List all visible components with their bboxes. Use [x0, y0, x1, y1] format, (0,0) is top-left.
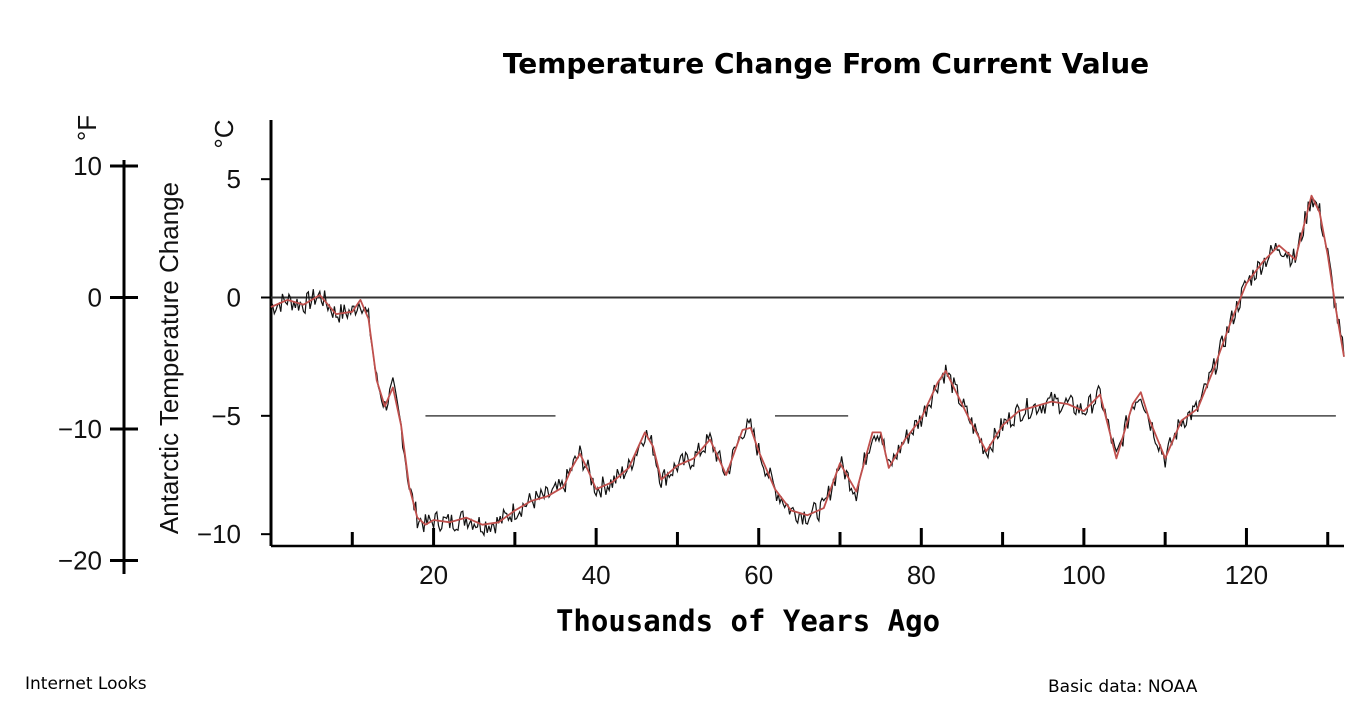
x-axis-title: Thousands of Years Ago — [556, 604, 940, 638]
x-tick-label: 60 — [744, 560, 773, 590]
credit-right: Basic data: NOAA — [1048, 677, 1198, 697]
x-tick-label: 20 — [419, 560, 448, 590]
y-axis-title: Antarctic Temperature Change — [154, 182, 184, 534]
x-tick-label: 100 — [1062, 560, 1105, 590]
x-tick-label: 80 — [907, 560, 936, 590]
fahrenheit-unit: °F — [72, 115, 102, 141]
celsius-tick-label: −10 — [197, 519, 241, 549]
celsius-tick-label: −5 — [211, 401, 241, 431]
celsius-unit: °C — [209, 119, 239, 148]
fahrenheit-tick-label: 10 — [73, 151, 102, 181]
credit-left: Internet Looks — [25, 674, 147, 694]
fahrenheit-tick-label: 0 — [88, 283, 102, 313]
x-tick-label: 40 — [582, 560, 611, 590]
fahrenheit-tick-label: −10 — [58, 414, 102, 444]
fahrenheit-tick-label: −20 — [58, 545, 102, 575]
x-axis: 20 40 60 80 100 120 — [271, 528, 1344, 590]
celsius-axis: 5 0 −5 −10 — [197, 120, 273, 549]
temperature-series-line — [270, 194, 1345, 526]
plot-area — [270, 194, 1345, 538]
chart-title: Temperature Change From Current Value — [503, 47, 1149, 80]
fahrenheit-axis: 10 0 −10 −20 — [58, 151, 138, 575]
celsius-tick-label: 0 — [227, 283, 241, 313]
temperature-noise-trace — [270, 197, 1345, 538]
x-tick-label: 120 — [1225, 560, 1268, 590]
celsius-tick-label: 5 — [227, 164, 241, 194]
